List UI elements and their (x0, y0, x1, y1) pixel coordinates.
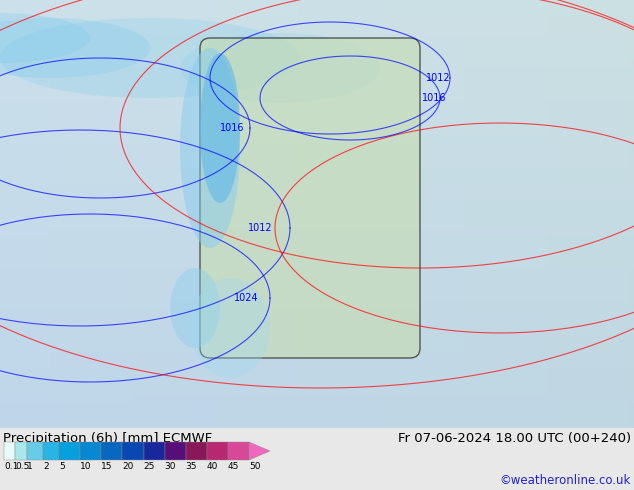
Bar (228, 442, 249, 460)
Bar (4, 442, 15, 460)
Text: ©weatheronline.co.uk: ©weatheronline.co.uk (500, 474, 631, 487)
Text: 1012: 1012 (426, 73, 451, 83)
Text: 20: 20 (122, 462, 134, 471)
Text: 25: 25 (143, 462, 155, 471)
Bar (27, 442, 43, 460)
Text: 1024: 1024 (234, 293, 259, 303)
Text: 1016: 1016 (422, 93, 446, 103)
Bar (59, 442, 81, 460)
Text: 5: 5 (59, 462, 65, 471)
Ellipse shape (170, 268, 220, 348)
Text: 40: 40 (207, 462, 218, 471)
Ellipse shape (0, 18, 150, 78)
Text: 0.5: 0.5 (15, 462, 30, 471)
Bar (143, 442, 165, 460)
Text: 1: 1 (27, 462, 32, 471)
Ellipse shape (200, 53, 240, 203)
Text: 10: 10 (81, 462, 92, 471)
Text: 0.1: 0.1 (4, 462, 18, 471)
Text: Fr 07-06-2024 18.00 UTC (00+240): Fr 07-06-2024 18.00 UTC (00+240) (398, 432, 631, 445)
Text: 15: 15 (101, 462, 113, 471)
Ellipse shape (180, 48, 240, 248)
Text: Precipitation (6h) [mm] ECMWF: Precipitation (6h) [mm] ECMWF (3, 432, 212, 445)
Bar (43, 442, 59, 460)
Bar (165, 442, 186, 460)
Ellipse shape (0, 13, 90, 63)
Bar (101, 442, 122, 460)
Ellipse shape (180, 33, 380, 103)
FancyBboxPatch shape (200, 38, 420, 358)
Text: 45: 45 (228, 462, 239, 471)
Ellipse shape (190, 278, 270, 378)
Polygon shape (249, 442, 270, 460)
Bar (81, 442, 101, 460)
Text: 50: 50 (249, 462, 261, 471)
Text: 1016: 1016 (220, 123, 245, 133)
Bar (186, 442, 207, 460)
Text: 2: 2 (43, 462, 49, 471)
Text: 30: 30 (165, 462, 176, 471)
Ellipse shape (0, 18, 300, 98)
Bar (15, 442, 27, 460)
Bar (122, 442, 143, 460)
Text: 35: 35 (186, 462, 197, 471)
Text: 1012: 1012 (248, 223, 273, 233)
Bar (207, 442, 228, 460)
